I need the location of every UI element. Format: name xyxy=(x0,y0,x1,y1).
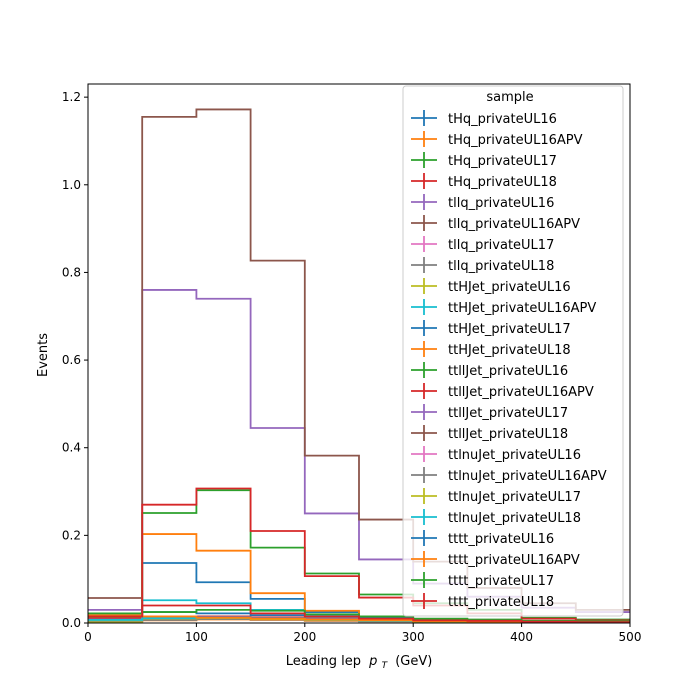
y-tick-label: 0.4 xyxy=(62,441,81,455)
legend-entry-label: ttHJet_privateUL16APV xyxy=(448,301,596,316)
y-tick-label: 0.8 xyxy=(62,265,81,279)
legend-entry-label: tttt_privateUL16 xyxy=(448,532,554,547)
axes: 0 100 200 300 400 500 0.0 0.2 0.4 0.6 0.8 1.0 1.2 xyxy=(62,83,642,644)
histogram-series-group xyxy=(88,108,630,623)
x-tick-label: 500 xyxy=(619,630,642,644)
y-axis-label: Events xyxy=(36,333,51,377)
legend-box xyxy=(402,85,624,617)
x-tick-label: 200 xyxy=(293,630,316,644)
histogram-series-tttt_privateUL18 xyxy=(88,604,630,623)
legend-title: sample xyxy=(486,90,533,105)
histogram-series-ttllJet_privateUL16APV xyxy=(88,487,630,622)
legend-entry-label: tllq_privateUL16 xyxy=(448,196,554,211)
legend-entry-label: ttlnuJet_privateUL16APV xyxy=(448,469,607,484)
x-tick-label: 100 xyxy=(185,630,208,644)
x-axis-label-text: Leading lep xyxy=(286,654,361,669)
legend-entry-label: ttHJet_privateUL17 xyxy=(448,322,571,337)
y-tick-label: 0.6 xyxy=(62,353,81,367)
legend-entry-label: tllq_privateUL16APV xyxy=(448,217,580,232)
legend-entry-label: tttt_privateUL18 xyxy=(448,595,554,610)
legend-entry-label: tttt_privateUL17 xyxy=(448,574,554,589)
x-axis-label-symbol: p xyxy=(368,654,377,669)
x-tick-label: 0 xyxy=(84,630,92,644)
axes-frame xyxy=(87,83,631,624)
legend-entry-label: tHq_privateUL16 xyxy=(448,112,557,127)
x-tick-label: 300 xyxy=(402,630,425,644)
legend-entry-label: ttllJet_privateUL16APV xyxy=(448,385,594,400)
legend-entry-label: ttHJet_privateUL16 xyxy=(448,280,571,295)
x-axis-label-unit: (GeV) xyxy=(395,654,432,669)
legend-entry-label: tHq_privateUL18 xyxy=(448,175,557,190)
legend-entry-label: tllq_privateUL18 xyxy=(448,259,554,274)
legend-entry-label: ttllJet_privateUL18 xyxy=(448,427,568,442)
legend-entry-label: ttllJet_privateUL16 xyxy=(448,364,568,379)
y-tick-label: 0.0 xyxy=(62,616,81,630)
x-tick-label: 400 xyxy=(510,630,533,644)
x-axis-label-subscript: T xyxy=(382,661,389,671)
y-tick-label: 0.2 xyxy=(62,528,81,542)
y-tick-label: 1.0 xyxy=(62,178,81,192)
legend-entry-label: tttt_privateUL16APV xyxy=(448,553,580,568)
legend-entry-label: ttlnuJet_privateUL17 xyxy=(448,490,581,505)
y-tick-label: 1.2 xyxy=(62,90,81,104)
legend-entry-label: ttHJet_privateUL18 xyxy=(448,343,571,358)
legend-entry-label: ttlnuJet_privateUL16 xyxy=(448,448,581,463)
legend-entry-label: tllq_privateUL17 xyxy=(448,238,554,253)
legend-entry-label: tHq_privateUL16APV xyxy=(448,133,583,148)
legend-entry-label: ttllJet_privateUL17 xyxy=(448,406,568,421)
x-axis-label: Leading lep p T (GeV) xyxy=(286,654,433,672)
legend-entry-label: ttlnuJet_privateUL18 xyxy=(448,511,581,526)
legend: sample tHq_privateUL16 tHq_privateUL16APVt… xyxy=(402,85,624,617)
plot-area xyxy=(88,108,630,623)
legend-entry-label: tHq_privateUL17 xyxy=(448,154,557,169)
